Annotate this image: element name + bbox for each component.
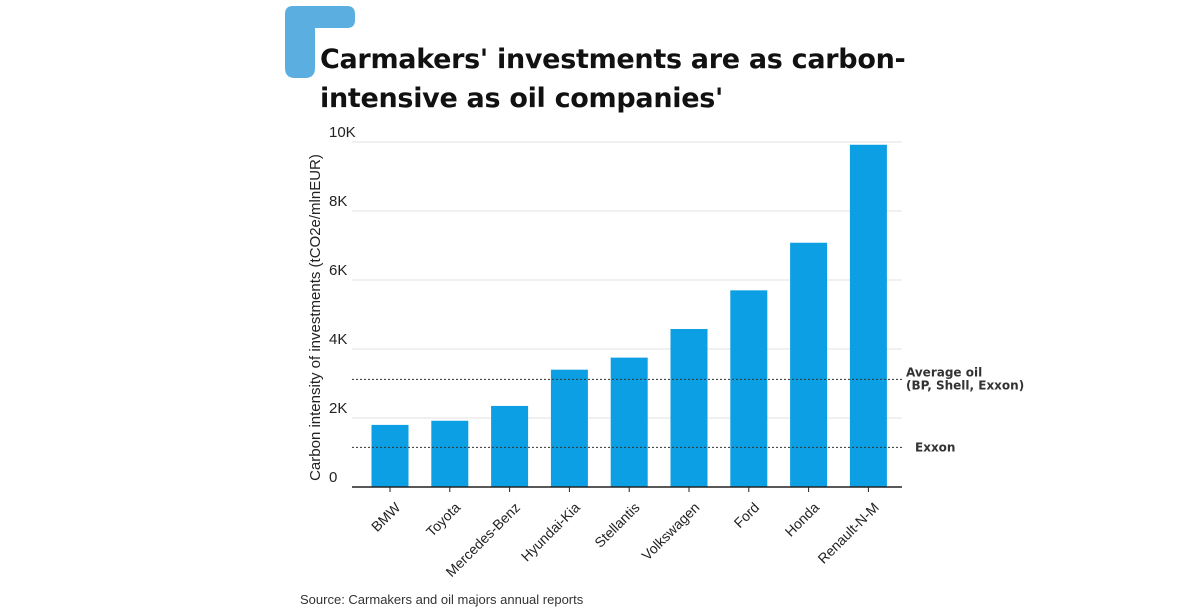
reference-lines: Average oil (BP, Shell, Exxon) Exxon <box>352 365 1024 454</box>
y-tick-labels: 0 2K 4K 6K 8K 10K <box>329 124 356 486</box>
bar <box>550 369 588 487</box>
y-axis-label: Carbon intensity of investments (tCO2e/m… <box>307 154 324 481</box>
bar <box>371 424 409 487</box>
x-tick-label: Hyundai-Kia <box>518 499 583 564</box>
y-tick-label: 10K <box>329 124 356 141</box>
brand-mark-shape <box>285 6 355 78</box>
y-tick-label: 0 <box>329 469 337 486</box>
brand-logo-mark <box>285 6 355 78</box>
bar <box>431 420 469 487</box>
bar <box>670 328 708 487</box>
bar <box>610 357 648 487</box>
bar <box>491 405 529 487</box>
x-tick-label: Volkswagen <box>638 499 702 563</box>
x-tick-label: Honda <box>782 499 823 540</box>
y-tick-label: 8K <box>329 193 347 210</box>
x-tick-label: Toyota <box>423 499 464 540</box>
reference-line-label: Exxon <box>915 440 955 454</box>
y-tick-label: 6K <box>329 262 347 279</box>
x-tick-label: Ford <box>731 499 763 531</box>
chart-title: Carmakers' investments are as carbon-int… <box>320 44 906 114</box>
bar <box>849 144 887 487</box>
y-tick-label: 4K <box>329 331 347 348</box>
bar <box>730 290 768 487</box>
x-tick-label: BMW <box>368 499 404 535</box>
reference-line-label: Average oil (BP, Shell, Exxon) <box>906 365 1024 392</box>
x-tick-label: Renault-N-M <box>814 499 881 566</box>
bars <box>371 144 887 487</box>
y-tick-label: 2K <box>329 400 347 417</box>
bar <box>790 242 828 487</box>
x-tick-label: Stellantis <box>591 499 642 550</box>
